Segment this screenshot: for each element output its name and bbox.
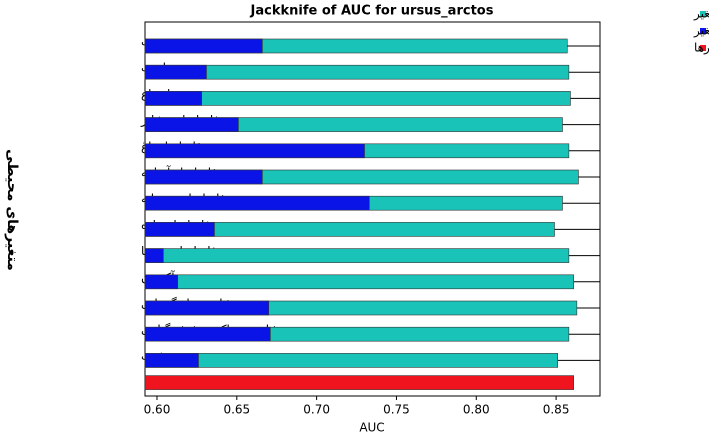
bar [144, 248, 570, 263]
bar [144, 326, 271, 342]
bar [144, 353, 199, 368]
bar [144, 300, 270, 316]
bar [144, 248, 164, 263]
legend-swatch [700, 45, 706, 51]
bar [144, 117, 239, 132]
bar [144, 64, 570, 80]
bar [144, 195, 370, 211]
x-tick-label: 0.80 [463, 403, 490, 417]
bar [144, 375, 574, 390]
bar [144, 353, 558, 368]
chart-title: Jackknife of AUC for ursus_arctos [250, 4, 494, 19]
bar [144, 91, 571, 106]
legend-swatch [700, 28, 706, 34]
x-tick-label: 0.70 [303, 403, 330, 417]
bar [144, 274, 574, 290]
bar [144, 91, 202, 106]
bar [144, 143, 365, 159]
bar [144, 64, 207, 80]
legend-label: بدون متغیر [693, 7, 709, 22]
legend-label: با تمام متغیرها [694, 41, 709, 56]
x-tick-label: 0.85 [543, 403, 570, 417]
bar [144, 222, 215, 237]
x-tick-label: 0.75 [383, 403, 410, 417]
x-axis-label: AUC [359, 421, 384, 435]
x-tick-label: 0.60 [144, 403, 171, 417]
x-tick-label: 0.65 [223, 403, 250, 417]
bar [144, 274, 179, 290]
y-axis-label: متغیرهای محیطی [4, 149, 20, 271]
bar [144, 38, 263, 54]
legend-label: تنها با یک متغیر [693, 24, 709, 39]
legend-swatch [700, 11, 706, 17]
bar [144, 169, 263, 185]
